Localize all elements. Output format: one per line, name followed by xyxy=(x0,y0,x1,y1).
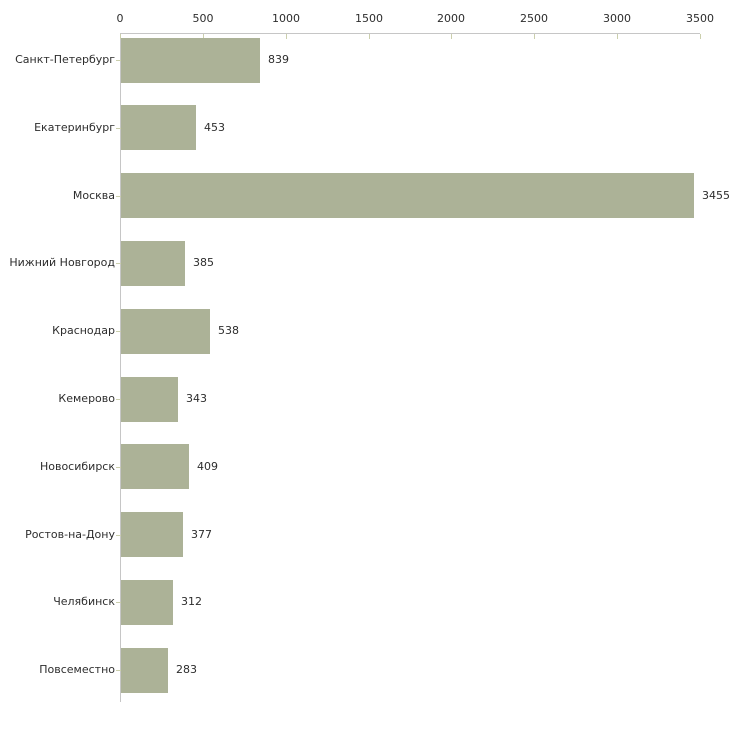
x-tick-mark xyxy=(203,34,204,39)
x-tick-mark xyxy=(534,34,535,39)
bar xyxy=(121,38,260,83)
y-tick-mark xyxy=(116,535,121,536)
category-label: Нижний Новгород xyxy=(9,256,115,269)
x-tick-label: 2000 xyxy=(437,12,465,25)
y-axis-line xyxy=(120,33,121,702)
category-label: Повсеместно xyxy=(39,663,115,676)
x-tick-label: 500 xyxy=(192,12,214,25)
x-tick-label: 1000 xyxy=(272,12,300,25)
value-label: 385 xyxy=(193,256,214,269)
y-tick-mark xyxy=(116,399,121,400)
value-label: 538 xyxy=(218,324,239,337)
y-tick-mark xyxy=(116,467,121,468)
y-tick-mark xyxy=(116,196,121,197)
x-tick-label: 3500 xyxy=(686,12,714,25)
bar xyxy=(121,648,168,693)
x-tick-mark xyxy=(700,34,701,39)
value-label: 3455 xyxy=(702,189,730,202)
y-tick-mark xyxy=(116,263,121,264)
bar xyxy=(121,173,694,218)
category-label: Санкт-Петербург xyxy=(15,53,115,66)
value-label: 283 xyxy=(176,663,197,676)
x-tick-label: 0 xyxy=(116,12,124,25)
bar xyxy=(121,241,185,286)
x-tick-label: 2500 xyxy=(520,12,548,25)
x-tick-mark xyxy=(617,34,618,39)
x-tick-mark xyxy=(286,34,287,39)
value-label: 839 xyxy=(268,53,289,66)
bar xyxy=(121,377,178,422)
y-tick-mark xyxy=(116,670,121,671)
y-tick-mark xyxy=(116,602,121,603)
x-axis-line xyxy=(120,33,700,34)
bar xyxy=(121,512,183,557)
x-tick-mark xyxy=(369,34,370,39)
value-label: 312 xyxy=(181,595,202,608)
category-label: Челябинск xyxy=(53,595,115,608)
y-tick-mark xyxy=(116,331,121,332)
category-label: Ростов-на-Дону xyxy=(25,528,115,541)
category-label: Кемерово xyxy=(58,392,115,405)
x-tick-label: 1500 xyxy=(355,12,383,25)
y-tick-mark xyxy=(116,60,121,61)
y-tick-mark xyxy=(116,128,121,129)
bar xyxy=(121,309,210,354)
bar xyxy=(121,105,196,150)
value-label: 343 xyxy=(186,392,207,405)
value-label: 377 xyxy=(191,528,212,541)
category-label: Краснодар xyxy=(52,324,115,337)
value-label: 409 xyxy=(197,460,218,473)
x-tick-mark xyxy=(120,34,121,39)
bar xyxy=(121,444,189,489)
x-tick-label: 3000 xyxy=(603,12,631,25)
category-label: Новосибирск xyxy=(39,460,115,473)
bar xyxy=(121,580,173,625)
category-label: Екатеринбург xyxy=(34,121,115,134)
category-label: Москва xyxy=(72,189,115,202)
value-label: 453 xyxy=(204,121,225,134)
x-tick-mark xyxy=(451,34,452,39)
